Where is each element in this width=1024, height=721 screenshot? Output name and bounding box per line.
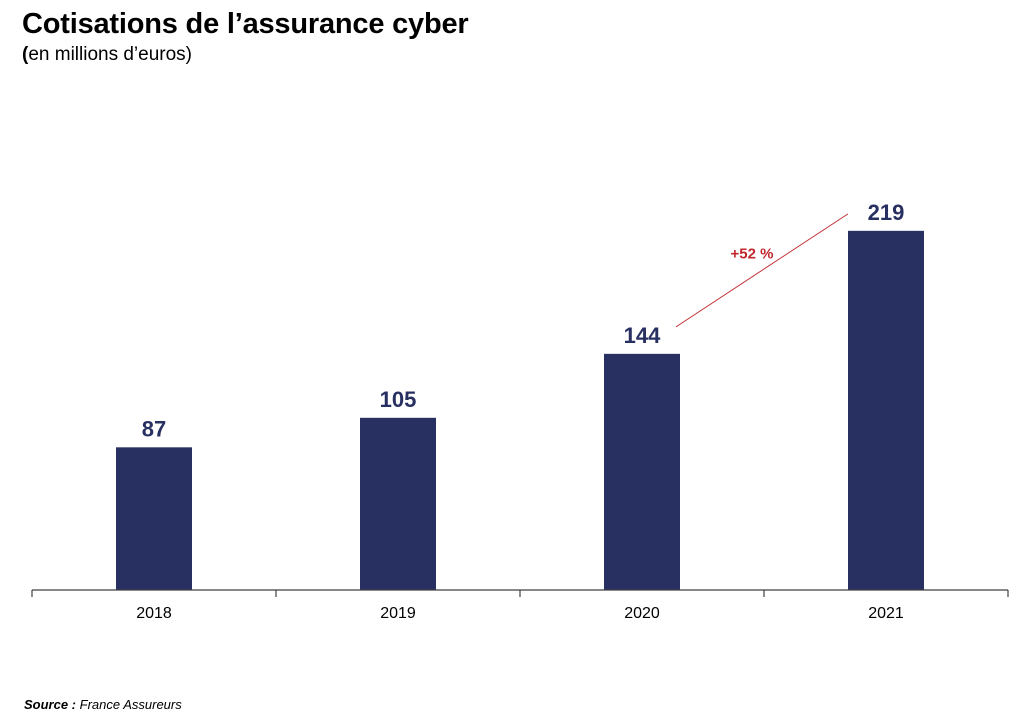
bar-2021 [848, 230, 924, 590]
source-note: Source : France Assureurs [24, 697, 182, 712]
growth-annotation-label: +52 % [731, 245, 774, 262]
bar-2019 [360, 417, 436, 590]
value-label-2018: 87 [142, 416, 166, 441]
tick-label-2018: 2018 [136, 605, 172, 622]
chart-subtitle: (en millions d’euros) [22, 44, 192, 66]
chart-title: Cotisations de l’assurance cyber [22, 8, 469, 40]
value-label-2019: 105 [380, 387, 417, 412]
bar-2020 [604, 353, 680, 590]
value-label-2021: 219 [868, 200, 905, 225]
subtitle-open-paren: ( [22, 44, 29, 65]
source-label: Source : [24, 697, 77, 712]
growth-annotation-line [675, 213, 849, 328]
tick-label-2020: 2020 [624, 605, 660, 622]
tick-label-2019: 2019 [380, 605, 416, 622]
subtitle-text: en millions d’euros) [28, 44, 193, 65]
value-label-2020: 144 [624, 323, 661, 348]
tick-label-2021: 2021 [868, 605, 904, 622]
source-text: France Assureurs [76, 697, 182, 712]
bar-2018 [116, 447, 192, 590]
